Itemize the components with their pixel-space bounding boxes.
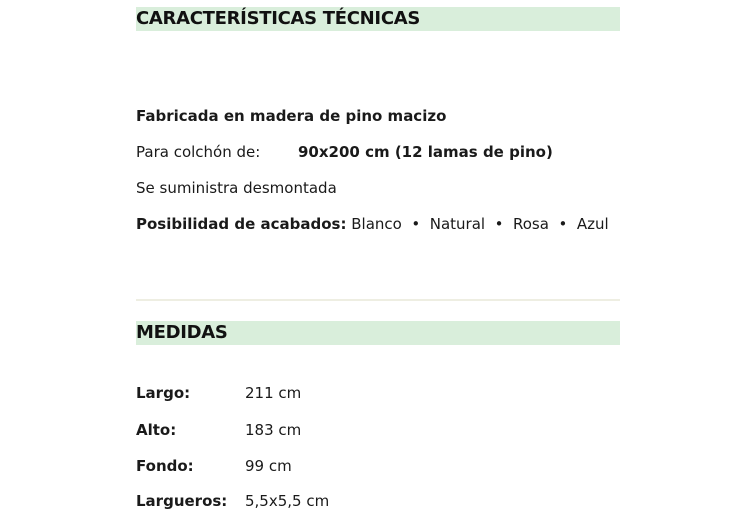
section-title: CARACTERÍSTICAS TÉCNICAS [136, 8, 421, 29]
measure-label: Alto: [136, 421, 177, 439]
finishes-label: Posibilidad de acabados: [136, 215, 347, 233]
supply-text: Se suministra desmontada [136, 179, 337, 197]
mattress-label: Para colchón de: [136, 143, 261, 161]
finish-option: Azul [576, 215, 609, 233]
mattress-line: Para colchón de: [136, 143, 260, 161]
material-text: Fabricada en madera de pino macizo [136, 107, 447, 125]
section-title: MEDIDAS [136, 322, 228, 343]
measure-value: 99 cm [245, 457, 292, 475]
measure-value: 183 cm [245, 421, 302, 439]
measure-label: Largueros: [136, 492, 228, 510]
finish-option: Natural [429, 215, 486, 233]
mattress-value: 90x200 cm (12 lamas de pino) [298, 143, 553, 161]
finish-option: Blanco [351, 215, 402, 233]
measure-label: Largo: [136, 384, 191, 402]
measure-value: 211 cm [245, 384, 302, 402]
measure-label: Fondo: [136, 457, 194, 475]
finishes-line: Posibilidad de acabados: Blanco • Natura… [136, 215, 609, 233]
divider [136, 299, 620, 301]
section-header-tech: CARACTERÍSTICAS TÉCNICAS [136, 7, 620, 31]
measure-value: 5,5x5,5 cm [245, 492, 330, 510]
finish-option: Rosa [513, 215, 549, 233]
section-header-measures: MEDIDAS [136, 321, 620, 345]
